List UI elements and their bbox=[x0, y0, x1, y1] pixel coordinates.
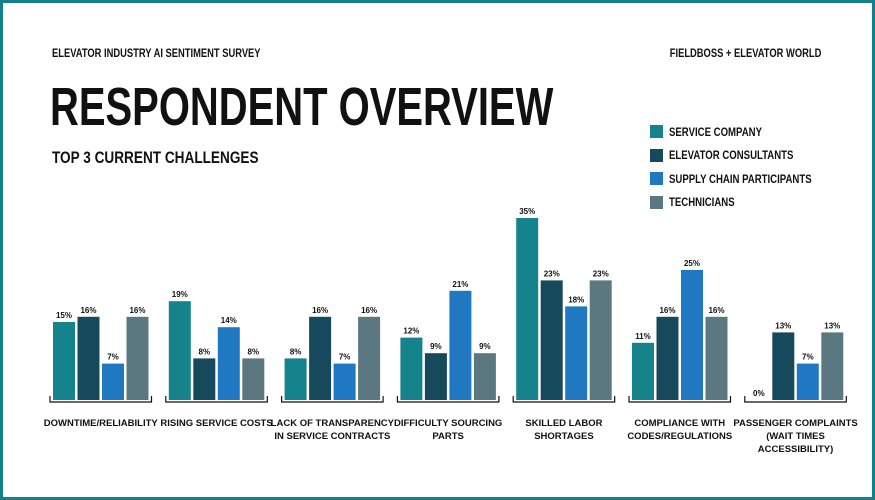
data-label: 13% bbox=[775, 321, 791, 330]
bar bbox=[473, 353, 496, 400]
data-label: 16% bbox=[129, 306, 145, 315]
data-label: 7% bbox=[802, 353, 814, 362]
survey-name: ELEVATOR INDUSTRY AI SENTIMENT SURVEY bbox=[52, 46, 261, 60]
bar bbox=[449, 290, 472, 400]
bar bbox=[168, 301, 191, 400]
category-label: DIFFICULTY SOURCING bbox=[394, 418, 502, 429]
data-label: 8% bbox=[290, 347, 302, 356]
category-label: COMPLIANCE WITH bbox=[634, 418, 725, 429]
category-bracket bbox=[512, 396, 616, 403]
category-bracket bbox=[744, 396, 847, 403]
bar bbox=[333, 363, 356, 400]
legend-item: SERVICE COMPANY bbox=[650, 120, 847, 144]
bar bbox=[540, 280, 563, 400]
data-label: 16% bbox=[80, 306, 96, 315]
bar bbox=[358, 316, 381, 400]
legend-label: SUPPLY CHAIN PARTICIPANTS bbox=[669, 171, 812, 186]
bar bbox=[656, 316, 679, 400]
data-label: 11% bbox=[635, 332, 651, 341]
category-bracket bbox=[628, 396, 732, 403]
category-label: IN SERVICE CONTRACTS bbox=[274, 431, 390, 442]
bar bbox=[772, 332, 795, 400]
category-label: ACCESSIBILITY) bbox=[758, 444, 833, 455]
bar bbox=[284, 358, 307, 400]
bar bbox=[565, 306, 588, 400]
category-bracket bbox=[165, 396, 268, 403]
bar bbox=[309, 316, 332, 400]
data-label: 18% bbox=[568, 295, 584, 304]
bar bbox=[193, 358, 216, 400]
bar bbox=[796, 363, 819, 400]
category-label: (WAIT TIMES bbox=[766, 431, 825, 442]
chart-subtitle: TOP 3 CURRENT CHALLENGES bbox=[52, 148, 259, 167]
category-label: DOWNTIME/RELIABILITY bbox=[44, 418, 159, 429]
category-label: LACK OF TRANSPARENCY bbox=[271, 418, 395, 429]
category-label: CODES/REGULATIONS bbox=[627, 431, 732, 442]
bar bbox=[217, 327, 240, 400]
data-label: 23% bbox=[544, 269, 560, 278]
category-label: PASSENGER COMPLAINTS bbox=[733, 418, 857, 429]
category-bracket bbox=[396, 396, 500, 403]
data-label: 0% bbox=[753, 389, 765, 398]
legend-item: TECHNICIANS bbox=[650, 191, 847, 215]
legend-swatch bbox=[650, 172, 663, 186]
bar bbox=[102, 363, 124, 400]
bar bbox=[424, 353, 447, 400]
legend-swatch bbox=[650, 195, 663, 209]
bar bbox=[516, 218, 539, 400]
data-label: 13% bbox=[824, 321, 840, 330]
bar bbox=[242, 358, 265, 400]
brand-credit: FIELDBOSS + ELEVATOR WORLD bbox=[669, 46, 821, 60]
data-label: 23% bbox=[593, 269, 609, 278]
legend-label: TECHNICIANS bbox=[669, 195, 735, 210]
category-label: SKILLED LABOR bbox=[525, 418, 602, 429]
bar bbox=[705, 316, 728, 400]
legend-item: SUPPLY CHAIN PARTICIPANTS bbox=[650, 167, 847, 191]
data-label: 16% bbox=[659, 306, 675, 315]
data-label: 12% bbox=[403, 327, 419, 336]
bar bbox=[821, 332, 844, 400]
bar bbox=[681, 270, 703, 400]
data-label: 7% bbox=[339, 353, 351, 362]
legend-swatch bbox=[650, 148, 663, 162]
data-label: 16% bbox=[708, 306, 724, 315]
page-title: RESPONDENT OVERVIEW bbox=[50, 77, 554, 137]
data-label: 8% bbox=[248, 347, 260, 356]
bar bbox=[589, 280, 612, 400]
data-label: 21% bbox=[452, 280, 468, 289]
data-label: 9% bbox=[430, 342, 442, 351]
data-label: 9% bbox=[479, 342, 491, 351]
bar bbox=[632, 342, 654, 400]
data-label: 35% bbox=[519, 207, 535, 216]
bar bbox=[400, 337, 423, 400]
category-bracket bbox=[281, 396, 384, 403]
data-label: 16% bbox=[312, 306, 328, 315]
bar bbox=[77, 316, 100, 400]
category-label: PARTS bbox=[432, 431, 464, 442]
category-label: RISING SERVICE COSTS bbox=[160, 418, 272, 429]
legend-label: ELEVATOR CONSULTANTS bbox=[669, 148, 794, 163]
data-label: 7% bbox=[107, 353, 119, 362]
data-label: 8% bbox=[199, 347, 211, 356]
category-label: SHORTAGES bbox=[534, 431, 593, 442]
legend-label: SERVICE COMPANY bbox=[669, 124, 762, 139]
bar bbox=[53, 322, 75, 400]
data-label: 19% bbox=[172, 290, 188, 299]
data-label: 25% bbox=[684, 259, 700, 268]
legend-item: ELEVATOR CONSULTANTS bbox=[650, 144, 847, 168]
data-label: 15% bbox=[56, 311, 72, 320]
bar bbox=[126, 316, 149, 400]
legend: SERVICE COMPANY ELEVATOR CONSULTANTS SUP… bbox=[650, 120, 847, 214]
data-label: 16% bbox=[361, 306, 377, 315]
category-bracket bbox=[49, 396, 153, 403]
legend-swatch bbox=[650, 125, 663, 139]
data-label: 14% bbox=[221, 316, 237, 325]
